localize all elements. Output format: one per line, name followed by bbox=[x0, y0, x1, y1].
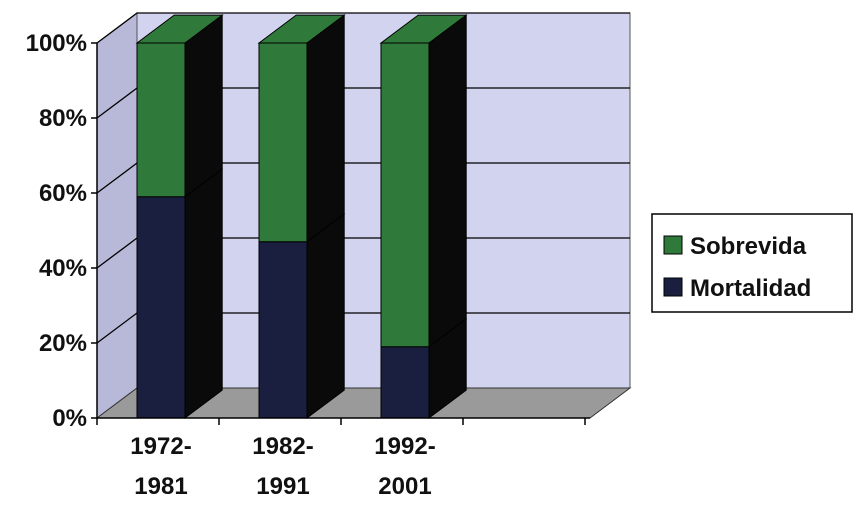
bar-top-sobrevida bbox=[135, 14, 224, 44]
bar-side-sobrevida bbox=[428, 14, 467, 348]
y-tick-label: 100% bbox=[26, 30, 87, 57]
bar-side-mortalidad bbox=[306, 212, 345, 419]
x-tick-label: 1981 bbox=[134, 473, 187, 500]
x-tick-label: 2001 bbox=[378, 473, 431, 500]
bar-segment-sobrevida bbox=[136, 42, 186, 198]
legend-swatch-mortalidad bbox=[663, 277, 683, 297]
x-tick-label: 1982- bbox=[252, 433, 313, 460]
bar-segment-sobrevida bbox=[380, 42, 430, 348]
bar-side-sobrevida bbox=[306, 14, 345, 243]
legend-box bbox=[651, 213, 853, 313]
bar-side-mortalidad bbox=[184, 167, 223, 419]
legend: Sobrevida Mortalidad bbox=[651, 213, 853, 313]
x-tick-label: 1991 bbox=[256, 473, 309, 500]
bar-segment-mortalidad bbox=[380, 346, 430, 419]
x-tick-label: 1972- bbox=[130, 433, 191, 460]
y-tick-label: 80% bbox=[39, 105, 87, 132]
bar-segment-mortalidad bbox=[136, 196, 186, 419]
y-axis: 0% 20% 40% 60% 80% 100% bbox=[26, 30, 98, 432]
legend-label-sobrevida: Sobrevida bbox=[690, 233, 807, 260]
bars bbox=[135, 14, 468, 419]
x-axis: 1972- 1981 1982- 1991 1992- 2001 bbox=[96, 417, 590, 500]
legend-label-mortalidad: Mortalidad bbox=[690, 275, 811, 302]
bar-side-sobrevida bbox=[184, 14, 223, 198]
bar-segment-sobrevida bbox=[258, 42, 308, 243]
y-tick-label: 0% bbox=[52, 405, 87, 432]
bar-top-sobrevida bbox=[257, 14, 346, 44]
bar-segment-mortalidad bbox=[258, 241, 308, 419]
x-tick-label: 1992- bbox=[374, 433, 435, 460]
y-tick-label: 40% bbox=[39, 255, 87, 282]
y-tick-label: 60% bbox=[39, 180, 87, 207]
legend-swatch-sobrevida bbox=[663, 235, 683, 255]
bar-top-sobrevida bbox=[379, 14, 468, 44]
gridline bbox=[96, 12, 630, 44]
y-tick-label: 20% bbox=[39, 330, 87, 357]
side-wall bbox=[96, 12, 138, 419]
